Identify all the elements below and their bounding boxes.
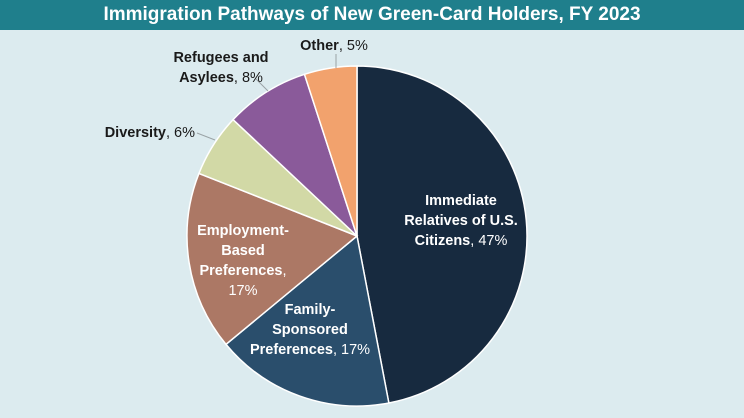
slice-value-diversity: 6%: [174, 125, 195, 141]
slice-value-immediate-relatives-of-u-s-citizens: 47%: [478, 233, 507, 249]
slice-label-immediate-relatives-of-u-s-citizens: Immediate Relatives of U.S. Citizens, 47%: [404, 193, 518, 249]
chart-title: Immigration Pathways of New Green-Card H…: [103, 4, 641, 25]
slice-value-family-sponsored-preferences: 17%: [341, 342, 370, 358]
pie-slice-employment-based-preferences: [186, 172, 359, 346]
slice-label-other: Other, 5%: [300, 38, 368, 54]
slice-label-employment-based-preferences: Employment-Based Preferences, 17%: [197, 223, 289, 299]
slice-value-other: 5%: [347, 38, 368, 54]
pie-slice-family-sponsored-preferences: [224, 234, 390, 407]
slice-label-diversity: Diversity, 6%: [105, 125, 195, 141]
slice-label-refugees-and-asylees: Refugees and Asylees, 8%: [173, 50, 268, 86]
leader-line-diversity: [196, 132, 216, 141]
pie-slice-immediate-relatives-of-u-s-citizens: [356, 65, 528, 404]
slice-value-refugees-and-asylees: 8%: [242, 70, 263, 86]
leader-line-refugees-and-asylees: [255, 78, 269, 92]
slice-value-employment-based-preferences: 17%: [228, 283, 257, 299]
pie-slice-other: [303, 65, 358, 237]
title-bar: Immigration Pathways of New Green-Card H…: [0, 0, 744, 30]
slice-label-family-sponsored-preferences: Family-Sponsored Preferences, 17%: [250, 302, 370, 358]
